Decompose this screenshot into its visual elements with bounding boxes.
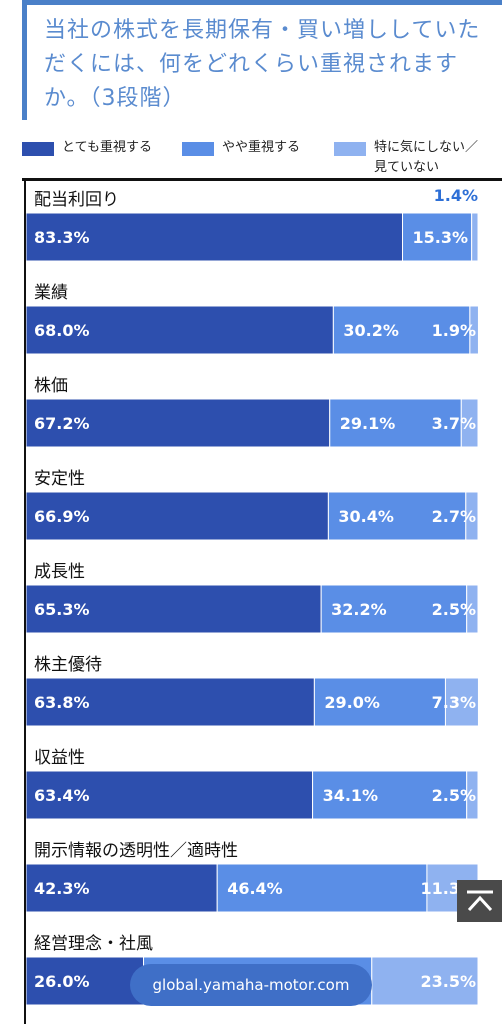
bar-segment bbox=[466, 584, 479, 634]
bar-segment bbox=[465, 491, 479, 541]
bar-segment bbox=[466, 770, 479, 820]
category-label: 開示情報の透明性／適時性 bbox=[34, 841, 238, 861]
data-label: 65.3% bbox=[34, 600, 90, 619]
data-label: 7.3% bbox=[432, 693, 476, 712]
category-label: 株主優待 bbox=[34, 655, 102, 675]
data-label: 63.8% bbox=[34, 693, 90, 712]
header-accent-left bbox=[22, 0, 27, 120]
bar-segment bbox=[25, 491, 329, 541]
data-label: 46.4% bbox=[227, 879, 283, 898]
data-label: 68.0% bbox=[34, 321, 90, 340]
category-label: 成長性 bbox=[34, 562, 85, 582]
scroll-to-top-button[interactable] bbox=[457, 880, 502, 922]
category-label: 業績 bbox=[34, 283, 68, 303]
data-label: 32.2% bbox=[331, 600, 387, 619]
bar-segment bbox=[329, 398, 462, 448]
url-badge[interactable]: global.yamaha-motor.com bbox=[130, 964, 372, 1006]
bar-segment bbox=[402, 212, 473, 262]
legend-swatch bbox=[334, 142, 366, 156]
legend-swatch bbox=[22, 142, 54, 156]
bar-segment bbox=[25, 770, 314, 820]
bar-segment bbox=[25, 956, 145, 1006]
bar-segment bbox=[313, 677, 446, 727]
data-label: 23.5% bbox=[420, 972, 476, 991]
data-label: 30.2% bbox=[343, 321, 399, 340]
legend-label: やや重視する bbox=[222, 140, 301, 155]
bar-segment bbox=[25, 584, 322, 634]
legend-label: とても重視する bbox=[62, 140, 152, 155]
bar-segment bbox=[25, 212, 404, 262]
category-label: 収益性 bbox=[34, 748, 85, 768]
data-label: 15.3% bbox=[413, 228, 469, 247]
data-label: 1.4% bbox=[434, 186, 478, 205]
legend-item-not-concerned: 特に気にしない／見ていない bbox=[334, 138, 484, 178]
bar-segment bbox=[460, 398, 479, 448]
data-label: 83.3% bbox=[34, 228, 90, 247]
data-label: 26.0% bbox=[34, 972, 90, 991]
chevron-up-icon bbox=[466, 890, 493, 912]
data-label: 42.3% bbox=[34, 879, 90, 898]
data-label: 66.9% bbox=[34, 507, 90, 526]
category-label: 配当利回り bbox=[34, 190, 119, 210]
category-label: 経営理念・社風 bbox=[34, 933, 153, 954]
data-label: 29.1% bbox=[340, 414, 396, 433]
bar-segment bbox=[444, 677, 479, 727]
legend-item-somewhat-important: やや重視する bbox=[182, 138, 300, 158]
data-label: 3.7% bbox=[432, 414, 476, 433]
bar-segment bbox=[25, 863, 218, 913]
data-label: 2.5% bbox=[432, 786, 476, 805]
data-label: 2.7% bbox=[432, 507, 476, 526]
legend-label: 特に気にしない／見ていない bbox=[374, 140, 479, 175]
legend-swatch bbox=[182, 142, 214, 156]
category-label: 安定性 bbox=[34, 469, 85, 489]
data-label: 63.4% bbox=[34, 786, 90, 805]
bar-segment bbox=[332, 305, 471, 355]
bar-segment bbox=[471, 212, 479, 262]
category-label: 株価 bbox=[34, 376, 68, 396]
header-accent-top bbox=[22, 0, 502, 5]
bar-segment bbox=[25, 677, 315, 727]
data-label: 1.9% bbox=[432, 321, 476, 340]
data-label: 67.2% bbox=[34, 414, 90, 433]
data-label: 34.1% bbox=[323, 786, 379, 805]
data-label: 2.5% bbox=[432, 600, 476, 619]
chart-legend: とても重視する やや重視する 特に気にしない／見ていない bbox=[22, 138, 502, 178]
legend-item-very-important: とても重視する bbox=[22, 138, 152, 158]
data-label: 30.4% bbox=[338, 507, 394, 526]
bar-segment bbox=[312, 770, 468, 820]
chart-top-rule bbox=[22, 178, 502, 181]
data-label: 29.0% bbox=[324, 693, 380, 712]
bar-segment bbox=[469, 305, 479, 355]
question-header: 当社の株式を長期保有・買い増ししていただくには、何をどれくらい重視されますか。（… bbox=[0, 0, 502, 120]
chart-axis-line bbox=[24, 181, 26, 1024]
chart-title: 当社の株式を長期保有・買い増ししていただくには、何をどれくらい重視されますか。（… bbox=[44, 18, 481, 111]
stacked-bar-chart: 配当利回り 83.3% 15.3% 1.4% 業績 68.0% 30.2% 1.9% 株価 67.… bbox=[25, 186, 479, 1006]
